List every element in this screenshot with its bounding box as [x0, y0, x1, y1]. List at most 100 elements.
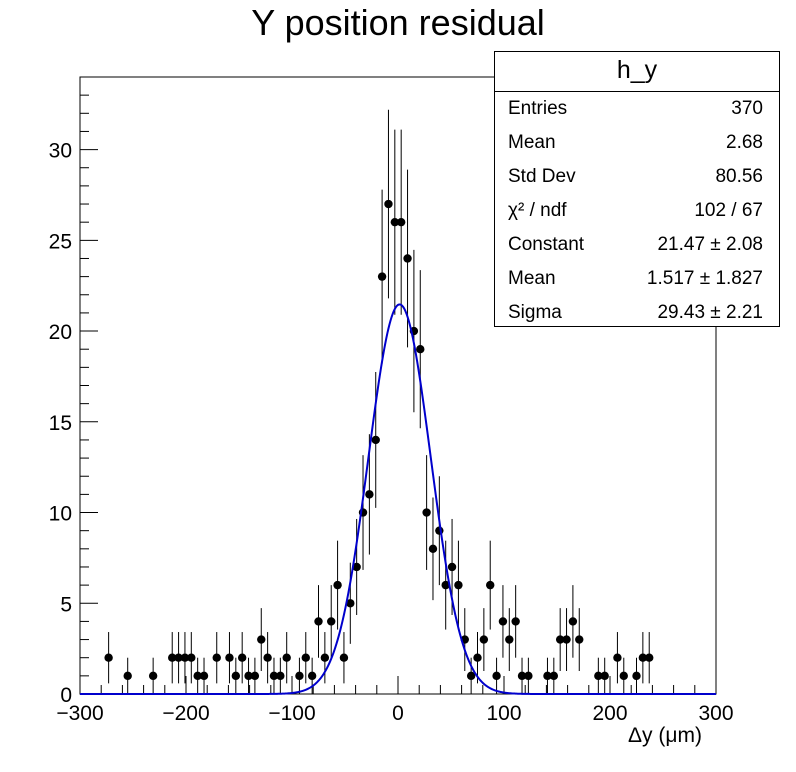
data-point [466, 671, 476, 681]
x-tick-label: −200 [162, 702, 209, 725]
data-point [320, 653, 330, 662]
data-point [645, 653, 654, 662]
data-point [365, 490, 374, 499]
data-point [263, 653, 272, 662]
stats-box: h_y Entries 370 Mean 2.68 Std Dev 80.56 … [494, 51, 780, 327]
stats-title: h_y [495, 52, 779, 92]
data-point [505, 635, 514, 644]
data-point [562, 635, 571, 644]
data-point [511, 617, 520, 626]
data-point [269, 671, 279, 681]
y-tick-label: 25 [49, 230, 72, 253]
data-point [473, 653, 482, 662]
y-tick-label: 5 [60, 593, 72, 616]
data-point [377, 272, 387, 281]
stats-value: 370 [731, 98, 763, 119]
stats-value: 80.56 [715, 166, 763, 187]
data-point [257, 635, 266, 644]
y-tick-label: 15 [49, 412, 72, 435]
stats-label: Sigma [508, 302, 562, 323]
data-point [600, 671, 609, 681]
data-point [346, 599, 355, 608]
x-tick-label: 300 [698, 702, 733, 725]
data-point [403, 254, 412, 263]
data-point [549, 671, 559, 681]
data-point [212, 653, 221, 662]
data-point [333, 580, 342, 590]
x-axis-label: Δy (μm) [628, 724, 702, 747]
x-tick-label: −100 [268, 702, 315, 725]
stats-label: Entries [508, 98, 568, 119]
data-point [327, 617, 336, 626]
stats-value: 102 / 67 [694, 200, 763, 221]
stats-label: Std Dev [508, 166, 576, 187]
data-point [555, 635, 565, 644]
y-tick-label: 0 [60, 684, 72, 707]
data-point [187, 653, 196, 662]
stats-row-fit-mean: Mean 1.517 ± 1.827 [495, 262, 779, 296]
data-point [301, 653, 310, 662]
stats-value: 21.47 ± 2.08 [657, 234, 763, 255]
data-point [352, 562, 361, 572]
stats-value: 2.68 [726, 132, 763, 153]
data-point [524, 671, 533, 681]
data-point [517, 671, 527, 681]
data-point [231, 671, 241, 681]
data-point [384, 199, 393, 209]
stats-row-mean: Mean 2.68 [495, 126, 779, 160]
data-point [282, 653, 291, 662]
data-point [447, 562, 457, 572]
stats-row-entries: Entries 370 [495, 92, 779, 126]
stats-label: χ² / ndf [508, 200, 567, 221]
stats-value: 29.43 ± 2.21 [657, 302, 763, 323]
data-point [428, 544, 438, 554]
data-point [237, 653, 247, 662]
data-point [594, 671, 603, 681]
data-point [454, 580, 463, 590]
data-point [441, 580, 450, 590]
data-point [492, 671, 501, 681]
stats-row-chi2: χ² / ndf 102 / 67 [495, 194, 779, 228]
data-point [422, 508, 431, 517]
data-point [613, 653, 622, 662]
data-point [486, 580, 495, 590]
data-point [390, 217, 400, 227]
x-tick-label: 100 [486, 702, 521, 725]
x-tick-label: 200 [592, 702, 627, 725]
stats-label: Constant [508, 234, 585, 255]
data-point [148, 671, 158, 681]
data-point [250, 671, 260, 681]
stats-row-sigma: Sigma 29.43 ± 2.21 [495, 296, 779, 330]
data-point [104, 653, 113, 662]
y-tick-label: 30 [49, 140, 72, 163]
data-point [371, 435, 380, 445]
x-tick-label: 0 [392, 702, 404, 725]
data-point [339, 653, 349, 662]
stats-row-stddev: Std Dev 80.56 [495, 160, 779, 194]
data-point [638, 653, 648, 662]
data-point [396, 217, 406, 227]
stats-row-constant: Constant 21.47 ± 2.08 [495, 228, 779, 262]
data-point [225, 653, 234, 662]
data-point [174, 653, 183, 662]
data-point [307, 671, 317, 681]
data-point [498, 617, 508, 626]
stats-value: 1.517 ± 1.827 [646, 268, 763, 289]
y-axis: 0 5 10 15 20 25 30 [49, 94, 98, 707]
x-tick-label: −300 [56, 702, 103, 725]
data-point [276, 671, 285, 681]
data-point [314, 617, 323, 626]
data-point [568, 617, 578, 626]
chart-title: Y position residual [251, 2, 545, 43]
data-point [479, 635, 489, 644]
data-point [193, 671, 202, 681]
data-point [244, 671, 253, 681]
data-point [543, 671, 552, 681]
data-point [416, 345, 425, 354]
data-point [575, 635, 584, 644]
y-tick-label: 20 [49, 321, 72, 344]
stats-label: Mean [508, 268, 556, 289]
y-tick-label: 10 [49, 503, 72, 526]
data-point [168, 653, 177, 662]
